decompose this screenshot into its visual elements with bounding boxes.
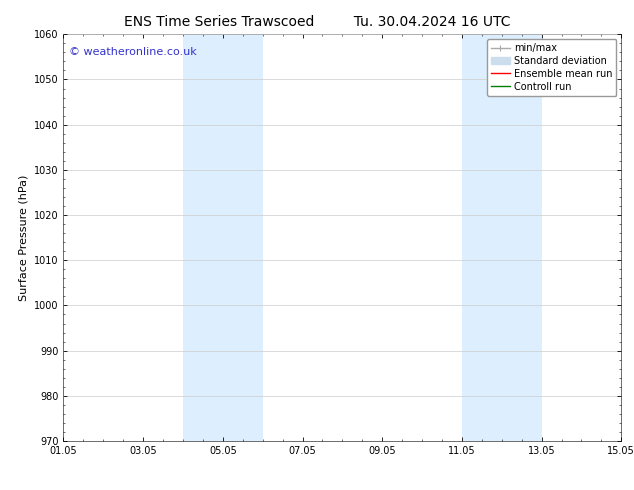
Text: © weatheronline.co.uk: © weatheronline.co.uk (69, 47, 197, 56)
Legend: min/max, Standard deviation, Ensemble mean run, Controll run: min/max, Standard deviation, Ensemble me… (487, 39, 616, 96)
Bar (183, 34, 262, 441)
Text: ENS Time Series Trawscoed         Tu. 30.04.2024 16 UTC: ENS Time Series Trawscoed Tu. 30.04.2024… (124, 15, 510, 29)
Bar (462, 34, 541, 441)
Y-axis label: Surface Pressure (hPa): Surface Pressure (hPa) (18, 174, 29, 301)
